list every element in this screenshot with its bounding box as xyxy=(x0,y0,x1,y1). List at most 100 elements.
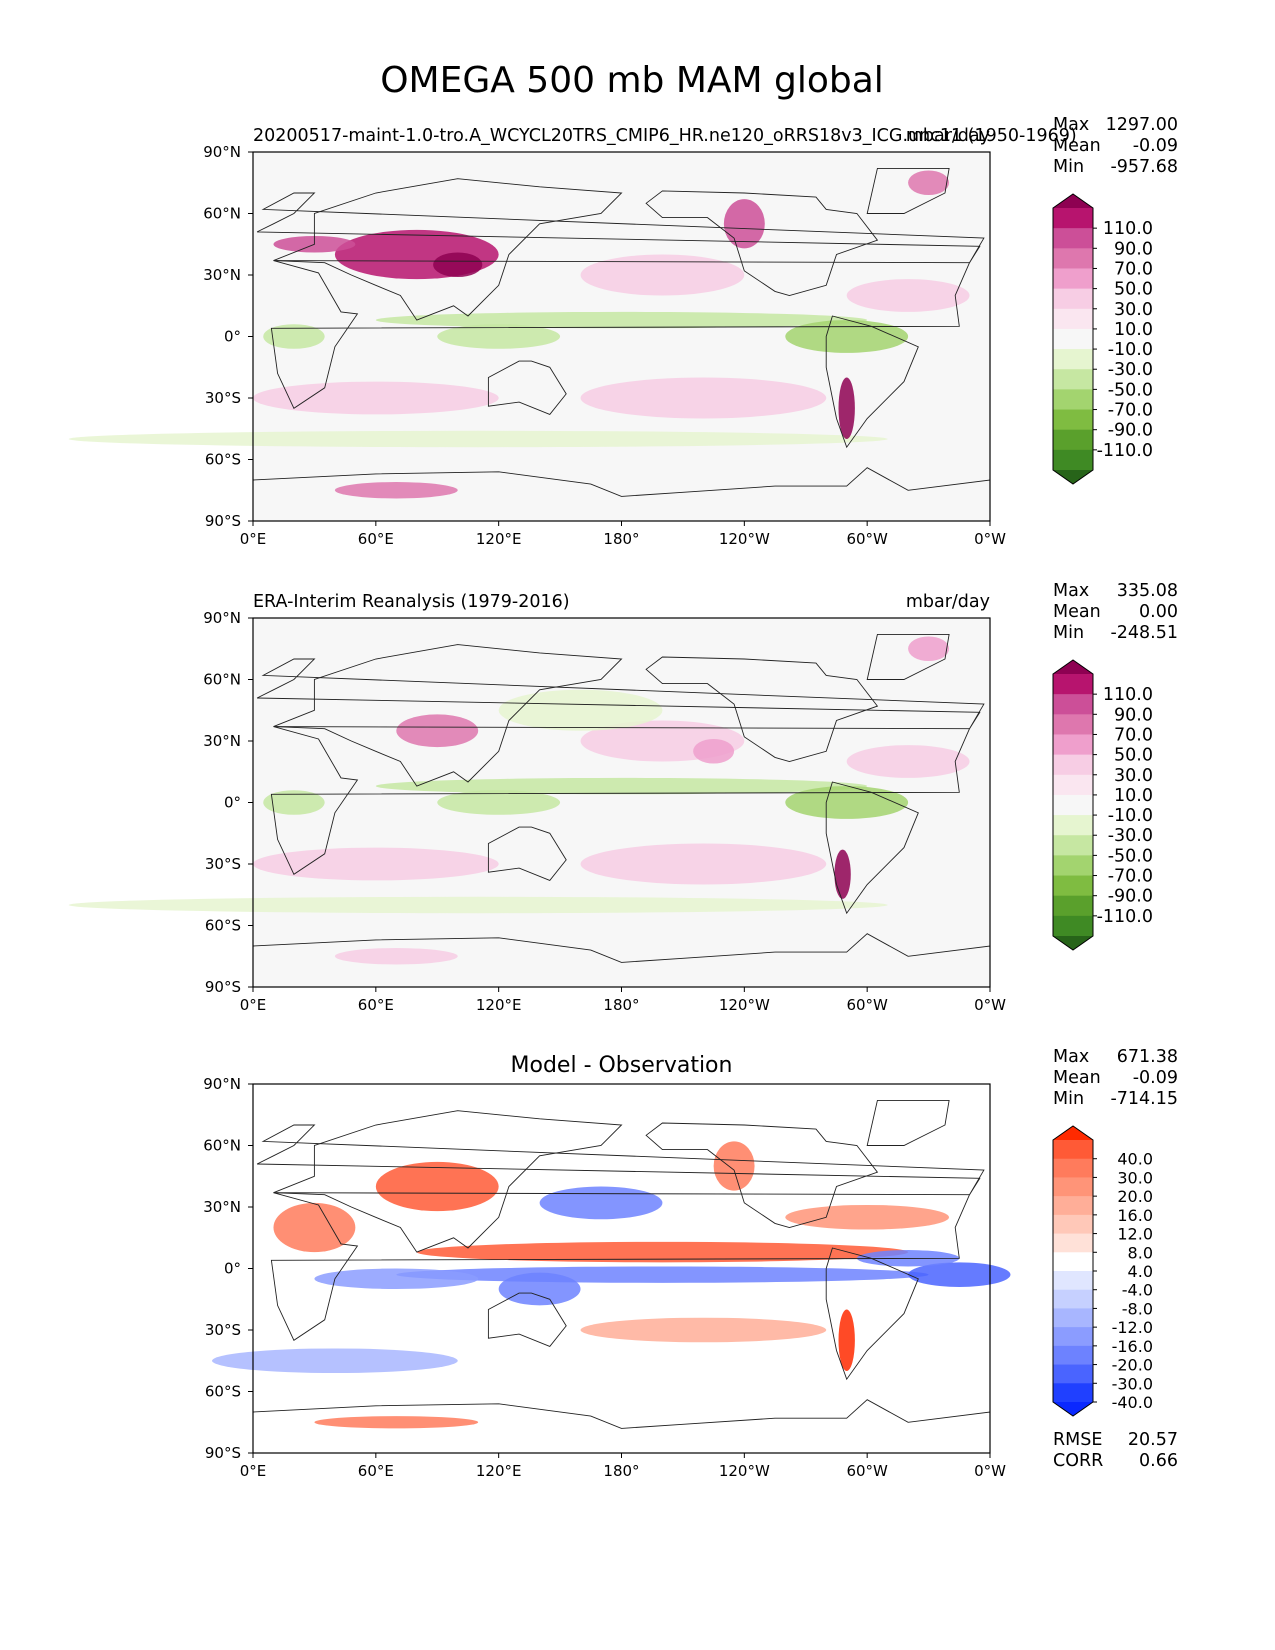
coastline xyxy=(273,178,623,321)
field-region xyxy=(68,430,888,448)
field-region xyxy=(263,324,325,349)
x-tick-label: 0°W xyxy=(974,530,1006,548)
colorbar-segment xyxy=(1053,774,1093,796)
coastline xyxy=(270,1192,971,1341)
coastline xyxy=(645,656,879,762)
colorbar-level-label: -10.0 xyxy=(1108,340,1153,360)
stat-label: Max xyxy=(1053,1047,1089,1067)
colorbar-segment xyxy=(1053,835,1093,856)
coastline xyxy=(273,644,623,787)
field-region xyxy=(314,1416,479,1429)
colorbar-level-label: 20.0 xyxy=(1117,1187,1153,1206)
coastline xyxy=(256,192,985,263)
y-tick-label: 30°S xyxy=(205,1321,241,1339)
x-tick-label: 120°E xyxy=(476,996,522,1014)
x-tick-label: 180° xyxy=(603,996,639,1014)
colorbar-level-label: -20.0 xyxy=(1112,1356,1153,1375)
field-region xyxy=(375,1161,499,1212)
colorbar-outline xyxy=(1052,659,1094,951)
colorbar: 110.090.070.050.030.010.0-10.0-30.0-50.0… xyxy=(1052,193,1153,485)
colorbar-segment xyxy=(1053,1252,1093,1272)
x-tick-label: 120°W xyxy=(719,1462,770,1480)
colorbar: 110.090.070.050.030.010.0-10.0-30.0-50.0… xyxy=(1052,659,1153,951)
stat-value: -0.09 xyxy=(1133,136,1178,156)
colorbar-extend-min xyxy=(1053,936,1093,950)
colorbar-segment xyxy=(1053,1383,1093,1403)
field-region xyxy=(437,790,561,815)
field-region xyxy=(253,381,499,415)
colorbar-level-label: 4.0 xyxy=(1128,1262,1153,1281)
panel-units: mbar/day xyxy=(906,126,990,146)
coastline xyxy=(270,260,971,409)
colorbar-level-label: -40.0 xyxy=(1112,1393,1153,1412)
colorbar-level-label: -4.0 xyxy=(1122,1281,1153,1300)
colorbar-level-label: -50.0 xyxy=(1108,380,1153,400)
panel-units: mbar/day xyxy=(906,592,990,612)
coastline xyxy=(645,1122,879,1228)
colorbar-level-label: -8.0 xyxy=(1122,1299,1153,1318)
field-region xyxy=(580,843,827,885)
y-tick-label: 60°N xyxy=(203,1137,241,1155)
colorbar-level-label: -30.0 xyxy=(1108,360,1153,380)
colorbar-segment xyxy=(1053,875,1093,897)
figure-title: OMEGA 500 mb MAM global xyxy=(380,60,884,101)
stat-value: 335.08 xyxy=(1117,581,1178,601)
colorbar-level-label: -30.0 xyxy=(1112,1374,1153,1393)
field-region xyxy=(580,1317,827,1343)
y-tick-label: 30°S xyxy=(205,389,241,407)
stat-value: -957.68 xyxy=(1110,157,1178,177)
colorbar-level-label: -70.0 xyxy=(1108,867,1153,887)
field-region xyxy=(433,252,483,278)
colorbar-segment xyxy=(1053,389,1093,411)
y-tick-label: 0° xyxy=(224,1260,241,1278)
colorbar-segment xyxy=(1053,1327,1093,1347)
extra-stat-label: RMSE xyxy=(1053,1430,1102,1450)
field-region xyxy=(723,199,765,249)
y-tick-label: 60°S xyxy=(205,451,241,469)
colorbar: 40.030.020.016.012.08.04.0-4.0-8.0-12.0-… xyxy=(1052,1125,1153,1417)
y-tick-label: 90°N xyxy=(203,143,241,161)
coastline xyxy=(487,826,567,881)
map-field xyxy=(68,636,970,965)
colorbar-segment xyxy=(1053,1177,1093,1197)
colorbar-level-label: 30.0 xyxy=(1117,1168,1153,1187)
colorbar-level-label: -110.0 xyxy=(1097,441,1153,461)
colorbar-level-label: 50.0 xyxy=(1114,280,1153,300)
stat-label: Mean xyxy=(1053,602,1101,622)
colorbar-extend-max xyxy=(1053,660,1093,674)
field-region xyxy=(713,1141,755,1191)
colorbar-level-label: 8.0 xyxy=(1128,1243,1153,1262)
field-region xyxy=(785,786,909,819)
colorbar-level-label: -30.0 xyxy=(1108,826,1153,846)
extra-stat-label: CORR xyxy=(1053,1451,1103,1471)
field-region xyxy=(273,1202,356,1253)
colorbar-segment xyxy=(1053,248,1093,269)
field-region xyxy=(908,1262,1011,1287)
coastline xyxy=(256,658,985,729)
coastline xyxy=(825,1247,919,1381)
colorbar-level-label: -90.0 xyxy=(1108,421,1153,441)
coastline xyxy=(270,726,971,875)
stat-value: 671.38 xyxy=(1117,1047,1178,1067)
panel-difference: 0°E 60°E 120°E 180° 120°W 60°W 0°W 90°N 60°N 30°N… xyxy=(203,1047,1178,1480)
stat-label: Min xyxy=(1053,623,1084,643)
field-region xyxy=(846,745,970,778)
y-tick-label: 30°N xyxy=(203,732,241,750)
field-region xyxy=(785,1204,950,1230)
field-region xyxy=(498,689,663,731)
x-tick-label: 0°E xyxy=(240,996,267,1014)
colorbar-level-label: 70.0 xyxy=(1114,725,1153,745)
colorbar-segment xyxy=(1053,714,1093,735)
colorbar-level-label: 40.0 xyxy=(1117,1150,1153,1169)
x-tick-label: 60°E xyxy=(358,530,394,548)
colorbar-level-label: 16.0 xyxy=(1117,1206,1153,1225)
colorbar-segment xyxy=(1053,1289,1093,1309)
colorbar-segment xyxy=(1053,1345,1093,1366)
colorbar-segment xyxy=(1053,754,1093,776)
colorbar-segment xyxy=(1053,1271,1093,1291)
coastline xyxy=(866,167,950,214)
stat-value: -714.15 xyxy=(1110,1089,1178,1109)
stat-label: Max xyxy=(1053,115,1089,135)
coastline xyxy=(866,1099,950,1146)
colorbar-level-label: 10.0 xyxy=(1114,786,1153,806)
